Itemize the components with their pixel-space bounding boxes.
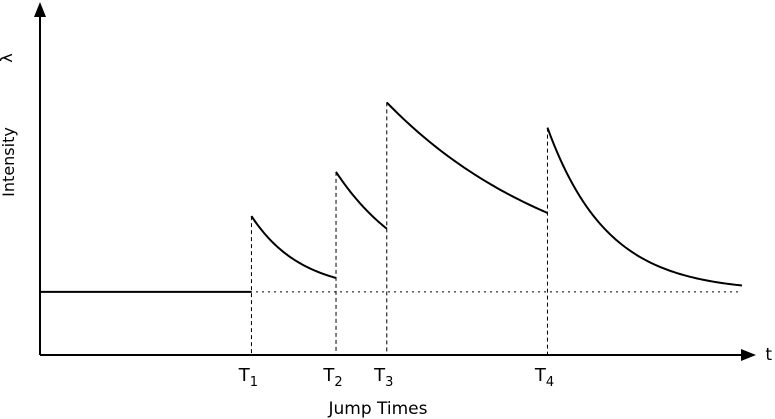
intensity-segment-3	[335, 171, 388, 230]
tick-label-2: T2	[322, 365, 342, 390]
y-axis-symbol: λ	[0, 53, 16, 62]
tick-label-1: T1	[238, 365, 258, 390]
x-axis-label: Jump Times	[327, 399, 427, 419]
intensity-segment-5	[546, 127, 743, 287]
x-axis-symbol: t	[765, 345, 772, 365]
y-axis-arrow	[34, 2, 46, 17]
tick-label-4: T4	[534, 365, 554, 390]
intensity-segment-4	[386, 101, 548, 214]
x-axis-arrow	[741, 349, 756, 361]
y-axis-label: Intensity	[0, 127, 18, 197]
intensity-segment-2	[250, 215, 337, 279]
tick-label-3: T3	[373, 365, 393, 390]
